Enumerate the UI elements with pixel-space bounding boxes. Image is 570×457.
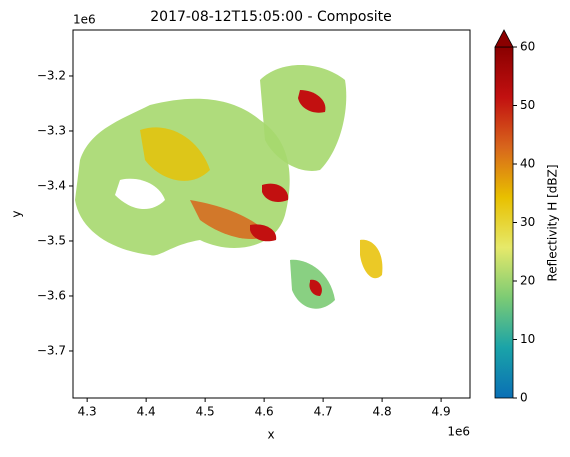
y-axis-label: y (10, 210, 24, 217)
colorbar-tick-label: 20 (520, 274, 535, 288)
radar-field (75, 65, 383, 309)
x-tick-label: 4.5 (196, 405, 215, 419)
y-tick-label: −3.3 (37, 123, 66, 137)
y-tick-label: −3.7 (37, 343, 66, 357)
x-axis-label: x (267, 428, 274, 442)
colorbar-tick-label: 0 (520, 391, 528, 405)
y-tick-label: −3.5 (37, 233, 66, 247)
y-offset-label: 1e6 (73, 13, 96, 27)
x-tick-label: 4.8 (373, 405, 392, 419)
x-offset-label: 1e6 (447, 425, 470, 439)
colorbar (494, 46, 514, 399)
colorbar-tick-label: 60 (520, 40, 535, 54)
x-tick-label: 4.4 (137, 405, 156, 419)
colorbar-extend (494, 29, 514, 48)
x-tick-label: 4.6 (255, 405, 274, 419)
colorbar-tick-label: 40 (520, 157, 535, 171)
x-tick-label: 4.9 (432, 405, 451, 419)
colorbar-tick-label: 50 (520, 98, 535, 112)
y-tick-label: −3.4 (37, 178, 66, 192)
chart-title: 2017-08-12T15:05:00 - Composite (150, 9, 391, 25)
y-tick-label: −3.2 (37, 68, 66, 82)
x-tick-label: 4.3 (78, 405, 97, 419)
x-tick-label: 4.7 (314, 405, 333, 419)
colorbar-label: Reflectivity H [dBZ] (546, 164, 560, 281)
y-tick-label: −3.6 (37, 288, 66, 302)
colorbar-tick-label: 30 (520, 215, 535, 229)
colorbar-tick-label: 10 (520, 332, 535, 346)
plot-frame (72, 29, 471, 399)
